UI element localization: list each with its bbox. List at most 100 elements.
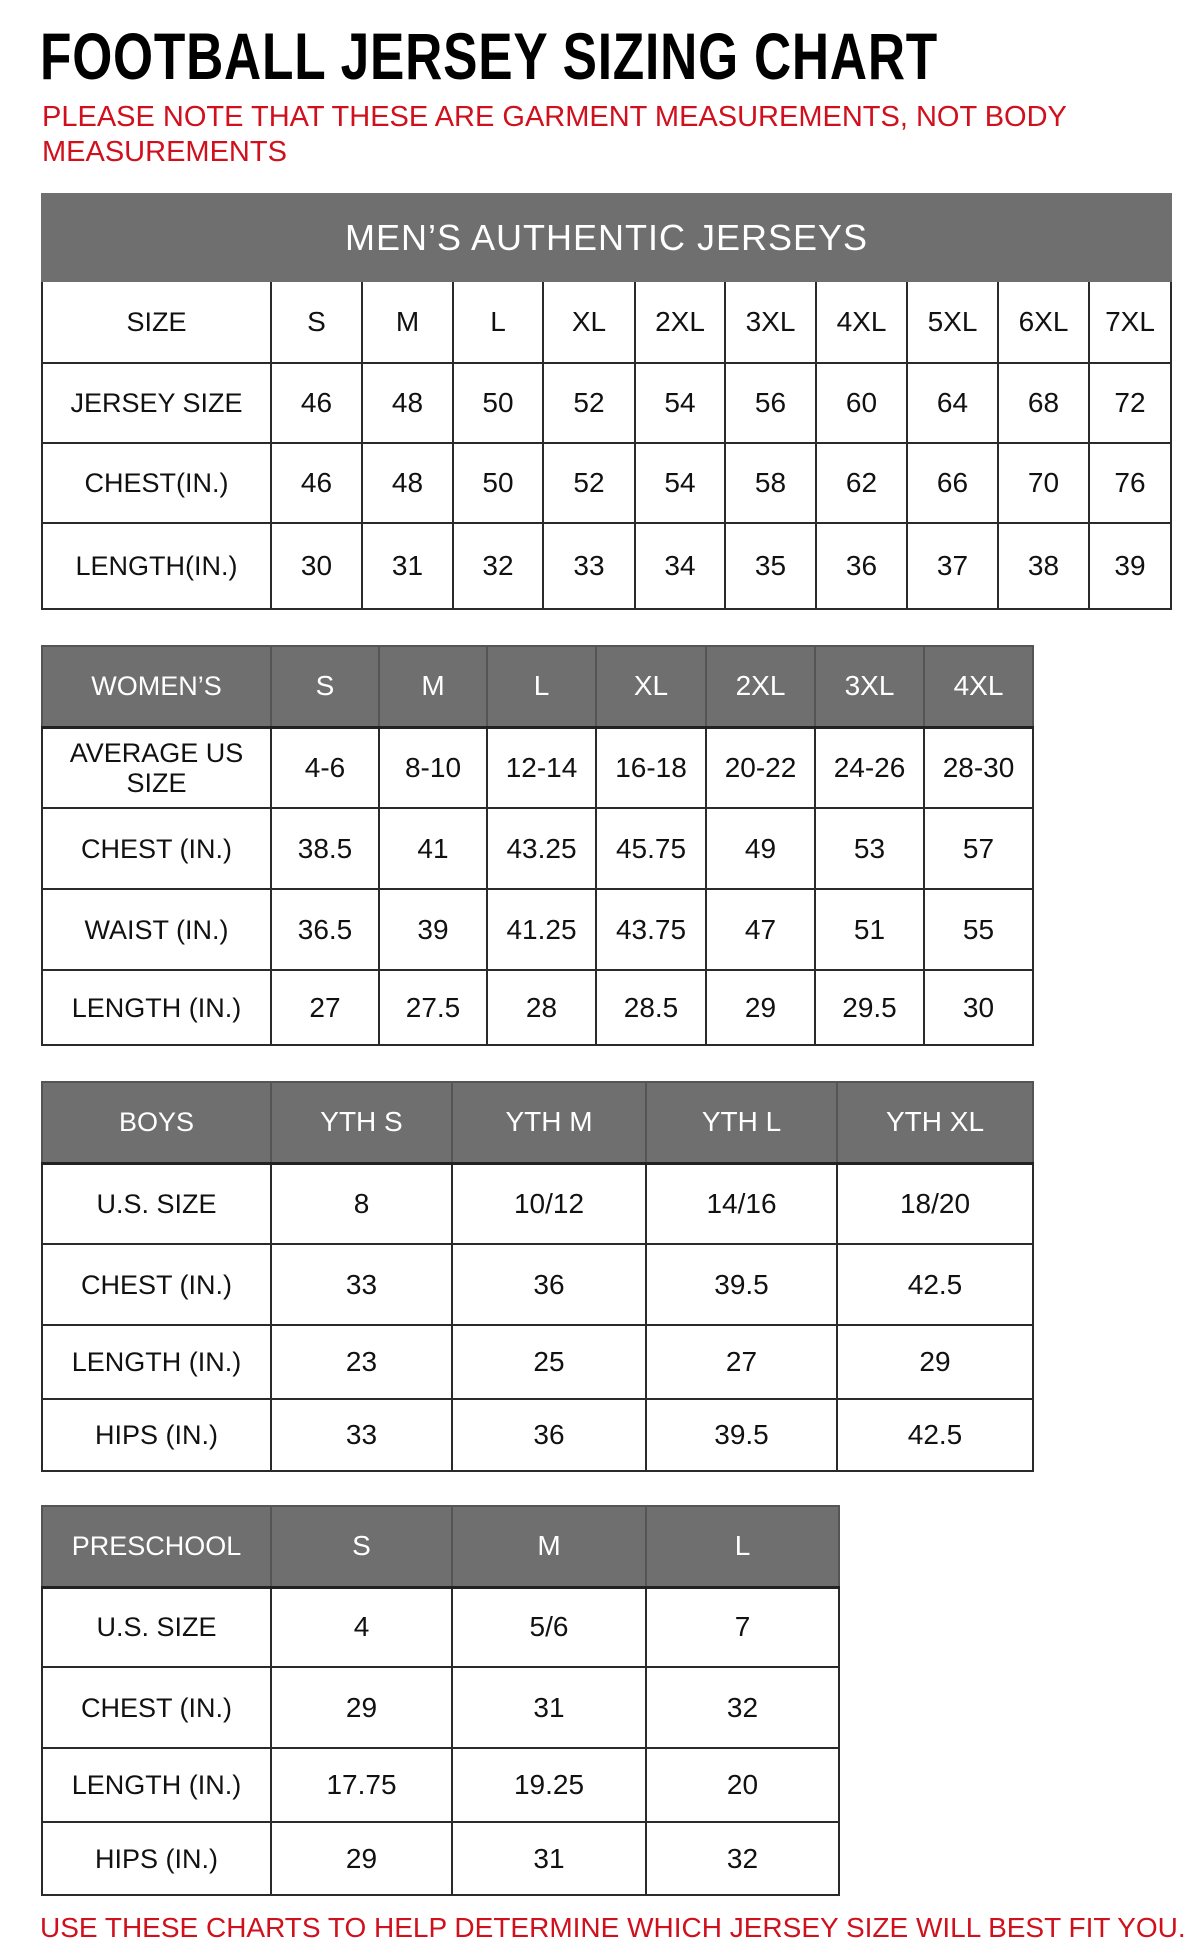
measurement-cell: 29 xyxy=(270,1821,453,1896)
measurement-cell: 35 xyxy=(724,522,817,610)
measurement-cell: 58 xyxy=(724,442,817,524)
row-label: LENGTH(IN.) xyxy=(41,522,272,610)
mens-sizing-table: MEN’S AUTHENTIC JERSEYS SIZE S M L XL 2XL 3XL 4X… xyxy=(40,193,1173,610)
size-header-cell: 3XL xyxy=(724,280,817,364)
measurement-cell: 54 xyxy=(634,362,726,444)
row-label: CHEST (IN.) xyxy=(41,1666,272,1749)
size-header-cell: S xyxy=(270,280,363,364)
measurement-cell: 27 xyxy=(270,969,380,1046)
measurement-cell: 39.5 xyxy=(645,1398,838,1472)
measurement-cell: 39 xyxy=(1087,522,1173,610)
measurement-cell: 52 xyxy=(542,362,636,444)
table-row: LENGTH(IN.) 30 31 32 33 34 35 36 37 38 39 xyxy=(41,522,1173,610)
row-label: CHEST(IN.) xyxy=(41,442,272,524)
row-label: AVERAGE US SIZE xyxy=(41,726,272,809)
size-header-cell: 2XL xyxy=(705,645,816,728)
size-header-cell: 7XL xyxy=(1087,280,1173,364)
row-label: LENGTH (IN.) xyxy=(41,1747,272,1823)
row-label: LENGTH (IN.) xyxy=(41,1324,272,1400)
measurement-cell: 39 xyxy=(378,888,488,971)
header-row: PRESCHOOL S M L xyxy=(41,1505,840,1588)
measurement-cell: 39.5 xyxy=(645,1243,838,1326)
measurement-cell: 70 xyxy=(997,442,1090,524)
row-label: HIPS (IN.) xyxy=(41,1821,272,1896)
measurement-cell: 60 xyxy=(815,362,908,444)
measurement-cell: 57 xyxy=(923,807,1034,890)
measurement-cell: 47 xyxy=(705,888,816,971)
measurement-cell: 17.75 xyxy=(270,1747,453,1823)
garment-note: PLEASE NOTE THAT THESE ARE GARMENT MEASU… xyxy=(42,101,1067,168)
measurement-cell: 34 xyxy=(634,522,726,610)
size-header-cell: XL xyxy=(595,645,707,728)
measurement-cell: 29.5 xyxy=(814,969,925,1046)
measurement-cell: 31 xyxy=(451,1666,647,1749)
measurement-cell: 36 xyxy=(451,1398,647,1472)
measurement-cell: 49 xyxy=(705,807,816,890)
measurement-cell: 50 xyxy=(452,442,544,524)
womens-sizing-table: WOMEN’S S M L XL 2XL 3XL 4XL AVERAGE US SIZE 4-6 8… xyxy=(41,645,1034,1046)
table-row: LENGTH (IN.) 23 25 27 29 xyxy=(41,1324,1034,1400)
table-row: U.S. SIZE 4 5/6 7 xyxy=(41,1586,840,1668)
size-header-cell: 2XL xyxy=(634,280,726,364)
size-header-cell: L xyxy=(486,645,597,728)
measurement-cell: 7 xyxy=(645,1586,840,1668)
measurement-cell: 46 xyxy=(270,442,363,524)
size-header-cell: S xyxy=(270,1505,453,1588)
measurement-cell: 42.5 xyxy=(836,1398,1034,1472)
table-row: AVERAGE US SIZE 4-6 8-10 12-14 16-18 20-22 24-… xyxy=(41,726,1034,809)
measurement-cell: 38 xyxy=(997,522,1090,610)
measurement-cell: 28-30 xyxy=(923,726,1034,809)
table-row: CHEST (IN.) 29 31 32 xyxy=(41,1666,840,1749)
header-row: WOMEN’S S M L XL 2XL 3XL 4XL xyxy=(41,645,1034,728)
measurement-cell: 66 xyxy=(906,442,999,524)
table-row: JERSEY SIZE 46 48 50 52 54 56 60 64 68 72 xyxy=(41,362,1173,444)
measurement-cell: 10/12 xyxy=(451,1162,647,1245)
table-row: WAIST (IN.) 36.5 39 41.25 43.75 47 51 55 xyxy=(41,888,1034,971)
measurement-cell: 37 xyxy=(906,522,999,610)
measurement-cell: 72 xyxy=(1087,362,1173,444)
measurement-cell: 28.5 xyxy=(595,969,707,1046)
measurement-cell: 62 xyxy=(815,442,908,524)
measurement-cell: 41 xyxy=(378,807,488,890)
measurement-cell: 20-22 xyxy=(705,726,816,809)
measurement-cell: 29 xyxy=(270,1666,453,1749)
size-header-cell: XL xyxy=(542,280,636,364)
measurement-cell: 36.5 xyxy=(270,888,380,971)
table-row: U.S. SIZE 8 10/12 14/16 18/20 xyxy=(41,1162,1034,1245)
size-header-cell: M xyxy=(451,1505,647,1588)
header-row: BOYS YTH S YTH M YTH L YTH XL xyxy=(41,1081,1034,1164)
measurement-cell: 16-18 xyxy=(595,726,707,809)
table-row: CHEST (IN.) 38.5 41 43.25 45.75 49 53 57 xyxy=(41,807,1034,890)
table-row: LENGTH (IN.) 27 27.5 28 28.5 29 29.5 30 xyxy=(41,969,1034,1046)
measurement-cell: 53 xyxy=(814,807,925,890)
measurement-cell: 19.25 xyxy=(451,1747,647,1823)
measurement-cell: 29 xyxy=(705,969,816,1046)
measurement-cell: 31 xyxy=(451,1821,647,1896)
measurement-cell: 54 xyxy=(634,442,726,524)
row-label: CHEST (IN.) xyxy=(41,1243,272,1326)
size-header-cell: 3XL xyxy=(814,645,925,728)
footer-note: USE THESE CHARTS TO HELP DETERMINE WHICH… xyxy=(40,1912,1186,1943)
size-header-cell: 4XL xyxy=(923,645,1034,728)
measurement-cell: 51 xyxy=(814,888,925,971)
measurement-cell: 25 xyxy=(451,1324,647,1400)
measurement-cell: 14/16 xyxy=(645,1162,838,1245)
size-header-cell: L xyxy=(452,280,544,364)
size-header-cell: 5XL xyxy=(906,280,999,364)
measurement-cell: 33 xyxy=(270,1243,453,1326)
measurement-cell: 23 xyxy=(270,1324,453,1400)
measurement-cell: 64 xyxy=(906,362,999,444)
measurement-cell: 38.5 xyxy=(270,807,380,890)
header-label: WOMEN’S xyxy=(41,645,272,728)
preschool-sizing-table: PRESCHOOL S M L U.S. SIZE 4 5/6 7 CHEST (IN.) 29 3… xyxy=(41,1505,840,1896)
table-row: HIPS (IN.) 29 31 32 xyxy=(41,1821,840,1896)
measurement-cell: 4-6 xyxy=(270,726,380,809)
measurement-cell: 46 xyxy=(270,362,363,444)
header-label: PRESCHOOL xyxy=(41,1505,272,1588)
size-header-cell: S xyxy=(270,645,380,728)
row-label: U.S. SIZE xyxy=(41,1586,272,1668)
boys-sizing-table: BOYS YTH S YTH M YTH L YTH XL U.S. SIZE 8 10/12… xyxy=(41,1081,1034,1472)
measurement-cell: 28 xyxy=(486,969,597,1046)
header-row: SIZE S M L XL 2XL 3XL 4XL 5XL 6XL 7XL xyxy=(41,280,1173,364)
measurement-cell: 43.25 xyxy=(486,807,597,890)
